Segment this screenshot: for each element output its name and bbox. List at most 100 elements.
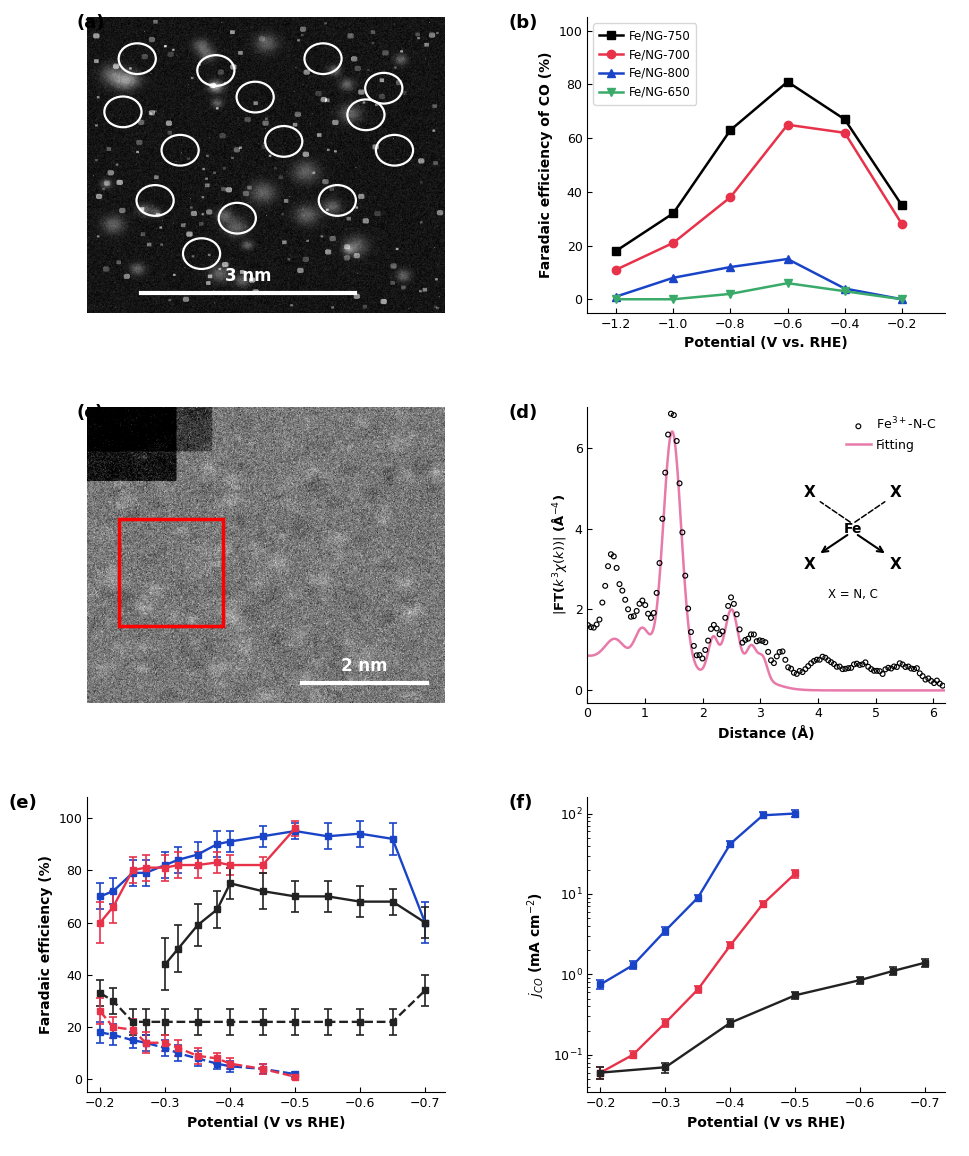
Text: 2 nm: 2 nm	[341, 657, 388, 675]
Fe$^{3+}$-N-C	[643, 609, 659, 628]
Fe$^{3+}$-N-C	[598, 577, 613, 595]
Fe$^{3+}$-N-C	[709, 620, 725, 638]
Fe$^{3+}$-N-C	[824, 653, 839, 672]
Fe$^{3+}$-N-C	[789, 665, 804, 683]
Fe$^{3+}$-N-C	[849, 654, 864, 673]
Fe$^{3+}$-N-C	[743, 625, 759, 644]
Fe/NG-800	[839, 282, 851, 296]
Fe$^{3+}$-N-C	[732, 620, 747, 638]
Text: X: X	[803, 557, 815, 572]
Fe$^{3+}$-N-C	[717, 608, 733, 627]
Fe$^{3+}$-N-C	[884, 659, 899, 677]
Text: (e): (e)	[9, 794, 38, 813]
Fe$^{3+}$-N-C	[712, 625, 728, 644]
Fe$^{3+}$-N-C	[827, 654, 842, 673]
Text: X: X	[803, 484, 815, 499]
Text: (d): (d)	[509, 405, 538, 422]
Fitting	[776, 679, 788, 692]
Y-axis label: $|$FT($k^3\chi(k)$$)|$ (Å$^{-4}$): $|$FT($k^3\chi(k)$$)|$ (Å$^{-4}$)	[550, 495, 569, 615]
Fe$^{3+}$-N-C	[858, 653, 873, 672]
Fe/NG-650	[839, 284, 851, 298]
Fe$^{3+}$-N-C	[663, 405, 678, 423]
Line: Fe/NG-800: Fe/NG-800	[611, 254, 906, 303]
Fe$^{3+}$-N-C	[737, 631, 753, 650]
Fe$^{3+}$-N-C	[646, 603, 662, 622]
Fe$^{3+}$-N-C	[652, 554, 668, 572]
Fe$^{3+}$-N-C	[623, 608, 639, 627]
Fe$^{3+}$-N-C	[629, 602, 644, 621]
Fe$^{3+}$-N-C	[915, 667, 930, 686]
Fe$^{3+}$-N-C	[909, 659, 924, 677]
Fe$^{3+}$-N-C	[583, 618, 599, 637]
Fe$^{3+}$-N-C	[843, 659, 859, 677]
Fe/NG-700	[668, 236, 679, 250]
Fe$^{3+}$-N-C	[832, 658, 848, 676]
Fe$^{3+}$-N-C	[834, 660, 850, 679]
Fe$^{3+}$-N-C	[703, 620, 719, 638]
Fe$^{3+}$-N-C	[706, 616, 722, 635]
Fe$^{3+}$-N-C	[692, 646, 707, 665]
Line: Fe/NG-650: Fe/NG-650	[611, 279, 906, 303]
Fe/NG-750	[839, 112, 851, 126]
Fe$^{3+}$-N-C	[614, 581, 630, 600]
Fe$^{3+}$-N-C	[758, 633, 773, 652]
Fe/NG-650	[782, 276, 794, 290]
Fitting	[939, 683, 951, 697]
Text: (f): (f)	[509, 794, 533, 813]
Fitting	[875, 683, 887, 697]
Fe$^{3+}$-N-C	[860, 658, 876, 676]
Fe/NG-650	[896, 292, 908, 306]
Fitting	[931, 683, 943, 697]
Fe$^{3+}$-N-C	[580, 616, 596, 635]
Fe$^{3+}$-N-C	[821, 651, 836, 669]
Fe$^{3+}$-N-C	[764, 651, 779, 669]
Y-axis label: Faradaic efficiency (%): Faradaic efficiency (%)	[39, 855, 53, 1035]
Fe$^{3+}$-N-C	[892, 654, 908, 673]
Fe$^{3+}$-N-C	[881, 659, 896, 677]
Fe$^{3+}$-N-C	[772, 643, 788, 661]
Fe$^{3+}$-N-C	[797, 660, 813, 679]
Fe/NG-700	[896, 217, 908, 231]
Text: (b): (b)	[509, 14, 538, 32]
Fe$^{3+}$-N-C	[638, 595, 653, 614]
Bar	[119, 519, 223, 625]
X-axis label: Potential (V vs. RHE): Potential (V vs. RHE)	[684, 336, 848, 350]
Fe$^{3+}$-N-C	[655, 510, 671, 528]
Fe$^{3+}$-N-C	[698, 640, 713, 659]
Fe$^{3+}$-N-C	[786, 664, 801, 682]
Fe/NG-700	[782, 118, 794, 132]
Fe/NG-650	[668, 292, 679, 306]
X-axis label: Potential (V vs RHE): Potential (V vs RHE)	[187, 1116, 345, 1129]
Fe$^{3+}$-N-C	[617, 591, 633, 609]
Fe$^{3+}$-N-C	[923, 672, 939, 690]
Fe/NG-800	[668, 271, 679, 284]
Fe$^{3+}$-N-C	[701, 631, 716, 650]
Fe$^{3+}$-N-C	[726, 594, 741, 613]
Fe$^{3+}$-N-C	[729, 605, 744, 623]
Fe$^{3+}$-N-C	[800, 657, 816, 675]
Fe$^{3+}$-N-C	[887, 658, 902, 676]
Text: Fe: Fe	[843, 521, 861, 535]
Fitting	[582, 649, 594, 662]
Fe$^{3+}$-N-C	[780, 658, 796, 676]
Fe$^{3+}$-N-C	[806, 652, 822, 670]
Text: X = N, C: X = N, C	[828, 587, 878, 601]
Legend: Fe$^{3+}$-N-C, Fitting: Fe$^{3+}$-N-C, Fitting	[843, 414, 939, 454]
Fe$^{3+}$-N-C	[926, 674, 942, 692]
Text: (c): (c)	[77, 405, 104, 422]
Line: Fitting: Fitting	[588, 431, 945, 690]
X-axis label: Distance (Å): Distance (Å)	[718, 726, 814, 741]
Fitting	[667, 424, 678, 438]
Fe$^{3+}$-N-C	[749, 632, 765, 651]
Fe$^{3+}$-N-C	[840, 659, 856, 677]
Legend: Fe/NG-750, Fe/NG-700, Fe/NG-800, Fe/NG-650: Fe/NG-750, Fe/NG-700, Fe/NG-800, Fe/NG-6…	[593, 23, 697, 105]
Fe/NG-700	[725, 191, 736, 205]
Fe$^{3+}$-N-C	[837, 660, 853, 679]
Y-axis label: $j_{CO}$ (mA cm$^{-2}$): $j_{CO}$ (mA cm$^{-2}$)	[525, 891, 547, 998]
Fe$^{3+}$-N-C	[929, 672, 945, 690]
Fe$^{3+}$-N-C	[846, 655, 861, 674]
Fe$^{3+}$-N-C	[680, 599, 696, 617]
Fe$^{3+}$-N-C	[906, 660, 922, 679]
Fe$^{3+}$-N-C	[589, 615, 605, 633]
Fe/NG-800	[896, 292, 908, 306]
